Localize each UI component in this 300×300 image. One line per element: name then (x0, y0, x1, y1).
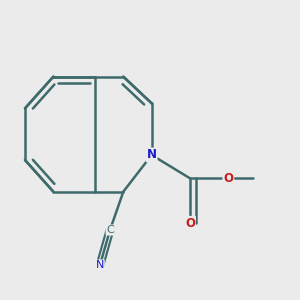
Text: N: N (96, 260, 104, 270)
Text: C: C (106, 225, 114, 235)
Text: O: O (185, 217, 195, 230)
Text: O: O (223, 172, 233, 185)
Text: N: N (147, 148, 157, 161)
